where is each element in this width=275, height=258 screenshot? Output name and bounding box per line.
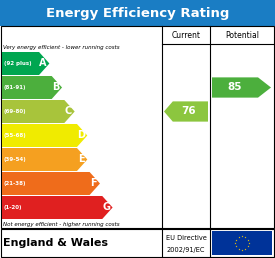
Text: Current: Current	[172, 30, 200, 39]
Text: (39-54): (39-54)	[4, 157, 27, 162]
Text: (92 plus): (92 plus)	[4, 61, 32, 66]
Text: F: F	[90, 179, 97, 189]
Text: G: G	[102, 203, 110, 213]
Text: (21-38): (21-38)	[4, 181, 26, 186]
Bar	[0, 0, 275, 26]
Bar	[1, 26, 274, 228]
Text: B: B	[52, 83, 59, 93]
Text: 85: 85	[228, 83, 242, 93]
Text: Potential: Potential	[225, 30, 259, 39]
Polygon shape	[2, 124, 87, 147]
Text: (69-80): (69-80)	[4, 109, 27, 114]
Polygon shape	[2, 76, 62, 99]
Bar	[212, 231, 272, 255]
Text: E: E	[78, 155, 84, 165]
Polygon shape	[212, 77, 271, 98]
Text: 76: 76	[181, 107, 196, 117]
Polygon shape	[2, 196, 112, 219]
Text: England & Wales: England & Wales	[3, 238, 108, 248]
Polygon shape	[2, 52, 49, 75]
Text: (81-91): (81-91)	[4, 85, 26, 90]
Text: (55-68): (55-68)	[4, 133, 27, 138]
Text: Very energy efficient - lower running costs: Very energy efficient - lower running co…	[3, 45, 120, 50]
Text: D: D	[77, 131, 85, 141]
Text: (1-20): (1-20)	[4, 205, 23, 210]
Polygon shape	[2, 172, 100, 195]
Bar	[1, 229, 274, 257]
Text: C: C	[65, 107, 72, 117]
Polygon shape	[164, 101, 208, 122]
Text: A: A	[39, 59, 47, 69]
Text: 2002/91/EC: 2002/91/EC	[167, 247, 205, 253]
Text: Not energy efficient - higher running costs: Not energy efficient - higher running co…	[3, 222, 120, 227]
Polygon shape	[2, 100, 75, 123]
Polygon shape	[2, 148, 87, 171]
Text: Energy Efficiency Rating: Energy Efficiency Rating	[46, 6, 229, 20]
Text: EU Directive: EU Directive	[166, 236, 207, 241]
